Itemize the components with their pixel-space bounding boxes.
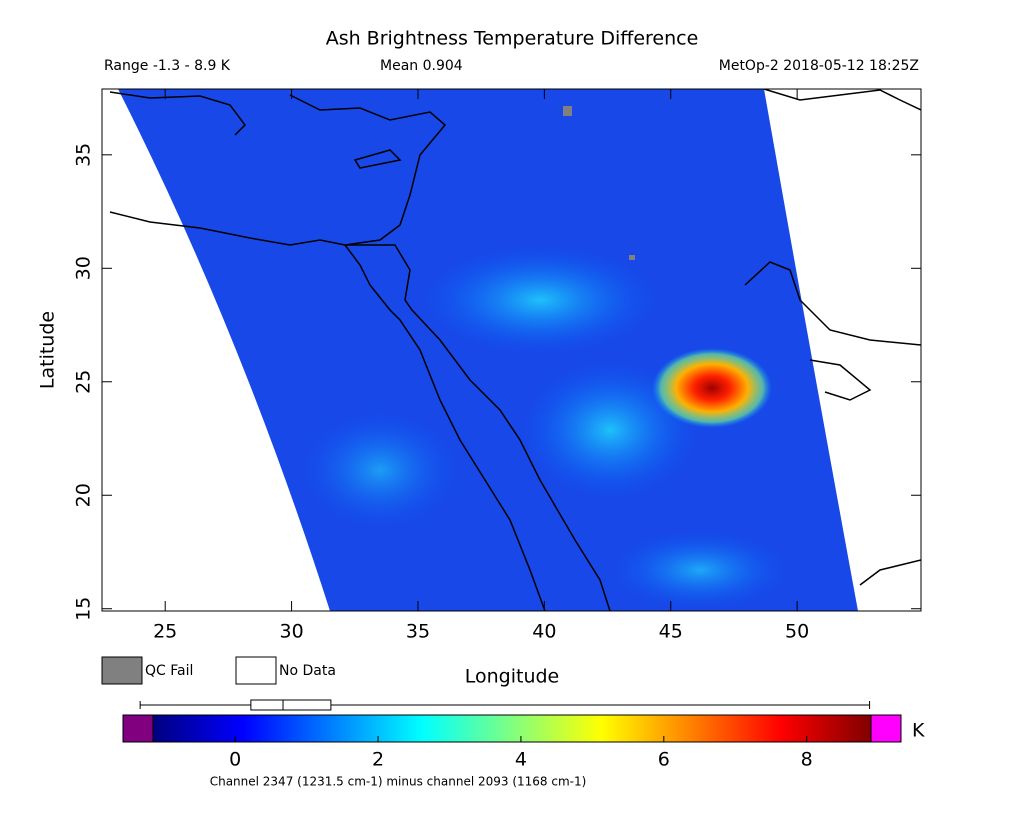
colorbar-tick-label: 8 <box>801 749 813 771</box>
x-axis-label: Longitude <box>465 666 560 688</box>
colorbar-tick-label: 4 <box>515 749 527 771</box>
swath-texture <box>610 530 790 610</box>
legend-label: No Data <box>279 663 336 679</box>
coastlines <box>109 89 921 611</box>
y-tick-label: 35 <box>73 143 95 167</box>
y-tick-label: 15 <box>73 597 95 621</box>
title: Ash Brightness Temperature Difference <box>326 28 699 50</box>
legend-swatch <box>235 656 277 685</box>
colorbar-under <box>122 714 154 743</box>
y-tick-label: 30 <box>73 256 95 280</box>
x-tick-label: 45 <box>659 621 683 643</box>
y-tick-label: 25 <box>73 370 95 394</box>
legend-swatch <box>101 656 143 685</box>
boxplot-box <box>250 699 332 711</box>
qc-fail-pixel <box>629 255 635 260</box>
y-tick-label: 20 <box>73 483 95 507</box>
x-tick-label: 25 <box>153 621 177 643</box>
x-tick-label: 30 <box>279 621 303 643</box>
colorbar-unit: K <box>912 720 925 742</box>
colorbar-tick-label: 2 <box>372 749 384 771</box>
swath <box>118 89 858 611</box>
source-text: MetOp-2 2018-05-12 18:25Z <box>719 58 919 74</box>
x-tick-label: 35 <box>406 621 430 643</box>
colorbar-tick-label: 6 <box>658 749 670 771</box>
colorbar-tick-label: 0 <box>229 749 241 771</box>
x-tick-label: 50 <box>785 621 809 643</box>
colorbar-label: Channel 2347 (1231.5 cm-1) minus channel… <box>210 775 587 789</box>
plot-frame <box>101 88 922 612</box>
swath-texture <box>300 410 460 530</box>
colorbar <box>152 714 872 743</box>
legend-label: QC Fail <box>145 663 193 679</box>
colorbar-over <box>870 714 902 743</box>
range-text: Range -1.3 - 8.9 K <box>104 58 231 74</box>
swath-texture <box>420 245 660 355</box>
mean-text: Mean 0.904 <box>380 58 463 74</box>
hotspot <box>652 348 772 428</box>
x-tick-label: 40 <box>532 621 556 643</box>
qc-fail-pixel <box>563 106 572 116</box>
y-axis-label: Latitude <box>37 311 59 389</box>
map-layer <box>109 89 921 611</box>
